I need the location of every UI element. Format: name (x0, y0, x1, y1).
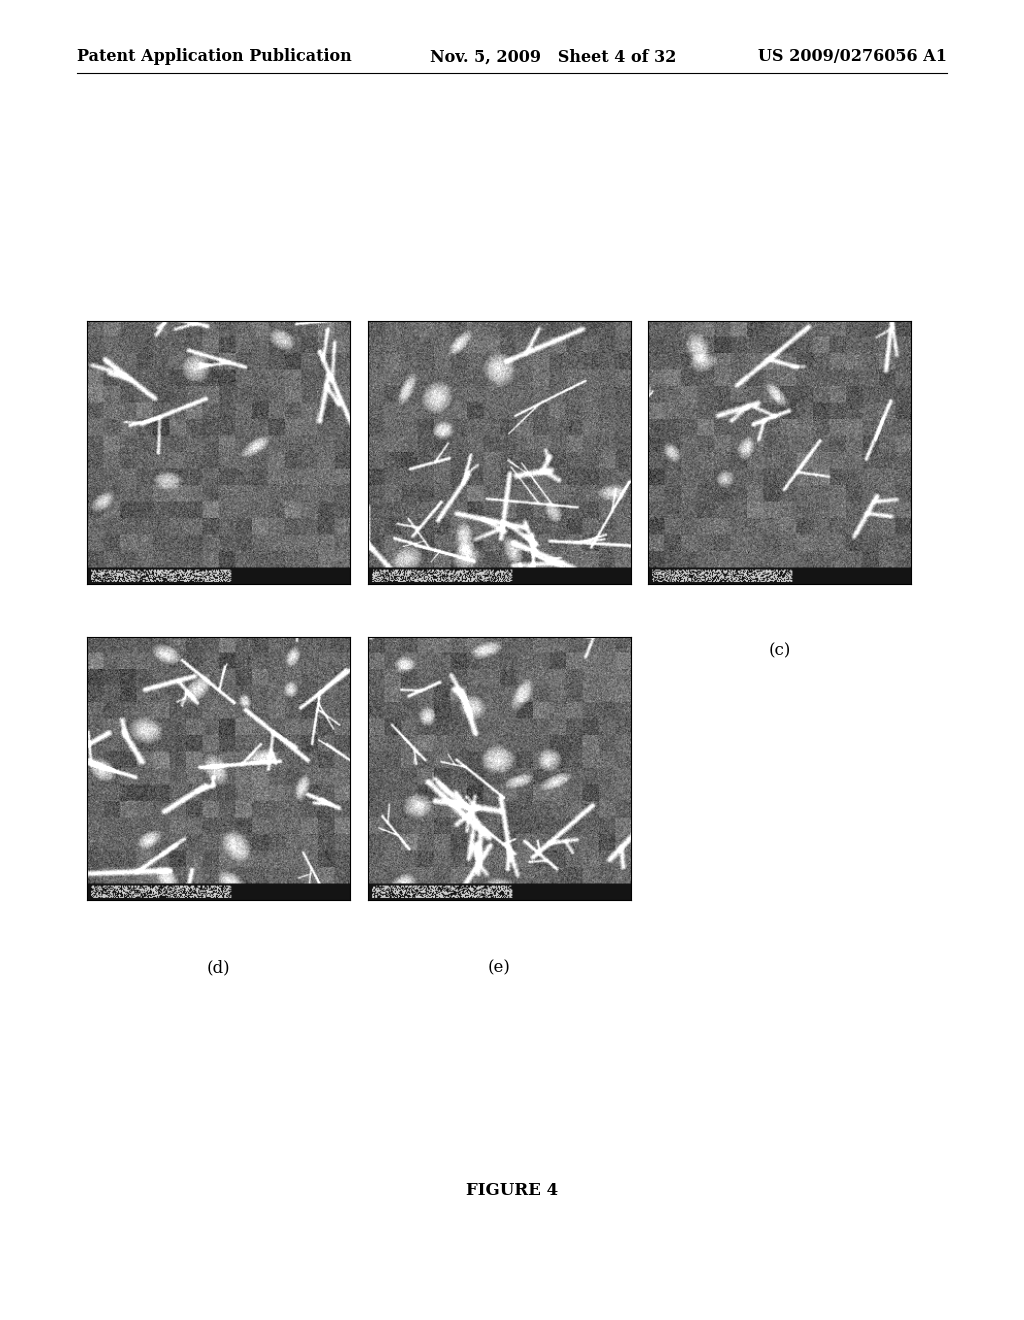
Text: FIGURE 4: FIGURE 4 (466, 1183, 558, 1199)
Text: Nov. 5, 2009   Sheet 4 of 32: Nov. 5, 2009 Sheet 4 of 32 (430, 49, 677, 65)
Text: (b): (b) (487, 643, 511, 660)
Text: (a): (a) (207, 643, 230, 660)
Text: US 2009/0276056 A1: US 2009/0276056 A1 (758, 49, 947, 65)
Text: (d): (d) (207, 960, 230, 977)
Text: Patent Application Publication: Patent Application Publication (77, 49, 351, 65)
Text: (c): (c) (769, 643, 791, 660)
Text: (e): (e) (487, 960, 511, 977)
